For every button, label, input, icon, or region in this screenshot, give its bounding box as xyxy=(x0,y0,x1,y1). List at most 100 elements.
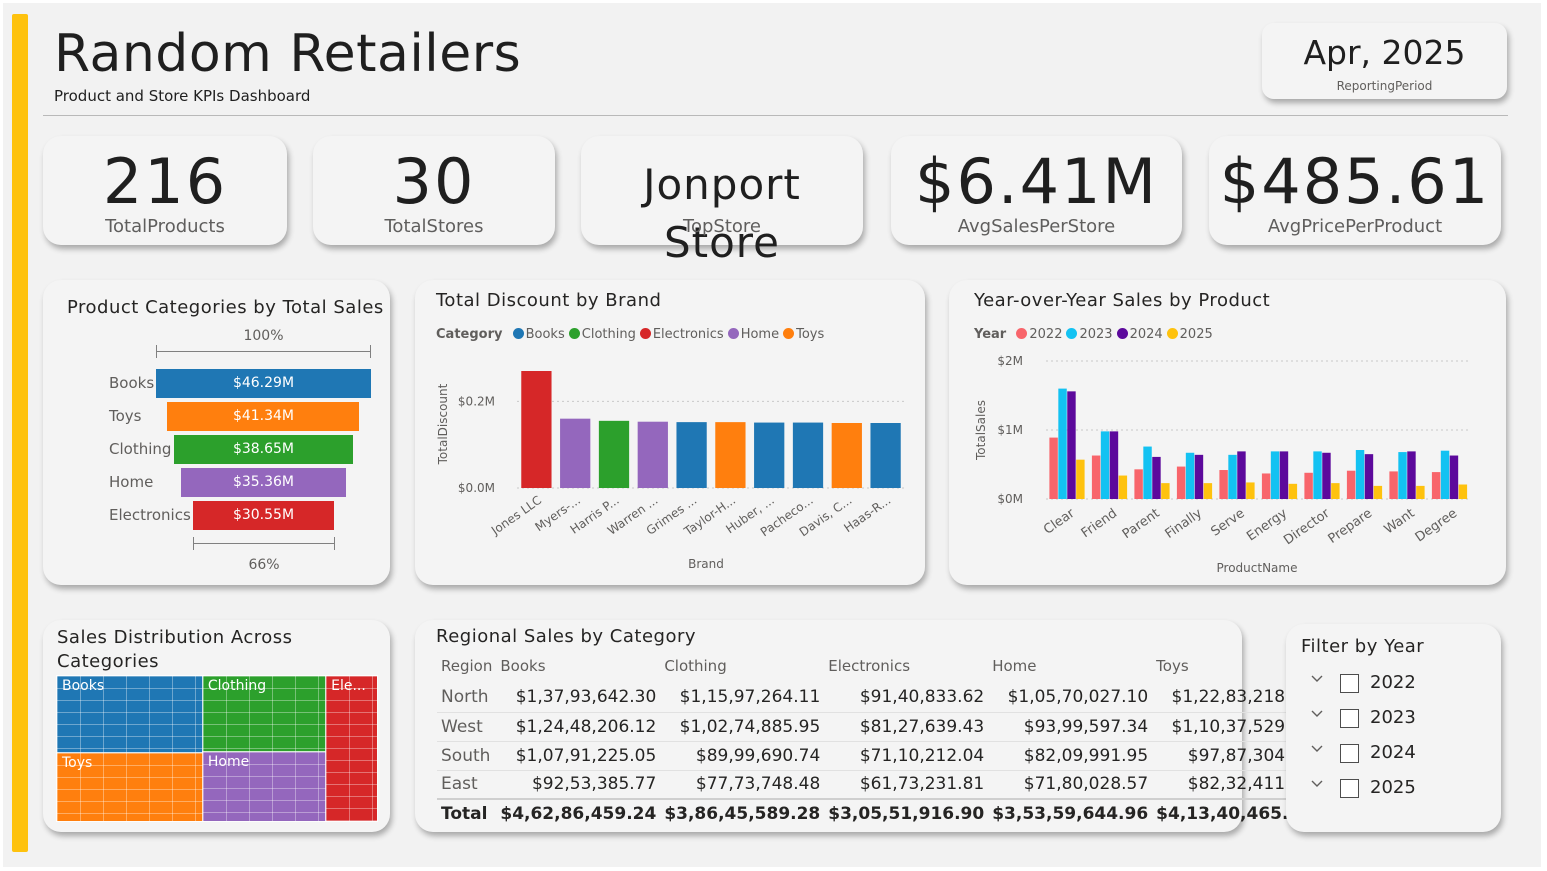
year-filter-option-2022[interactable]: 2022 xyxy=(1310,671,1480,701)
col-header-home[interactable]: Home xyxy=(992,657,1037,675)
bar-2025[interactable] xyxy=(1331,483,1340,499)
funnel-card[interactable]: Product Categories by Total Sales 100% B… xyxy=(43,280,390,585)
bar-2024[interactable] xyxy=(1109,431,1119,499)
chevron-down-icon[interactable] xyxy=(1310,708,1324,722)
year-filter-option-2024[interactable]: 2024 xyxy=(1310,741,1480,771)
bar-2022[interactable] xyxy=(1091,455,1101,499)
chevron-down-icon[interactable] xyxy=(1310,778,1324,792)
year-filter-option-2023[interactable]: 2023 xyxy=(1310,706,1480,736)
bar-2023[interactable] xyxy=(1143,446,1152,499)
kpi-card-top-store[interactable]: Jonport Store TopStore xyxy=(581,136,863,267)
year-checkbox[interactable] xyxy=(1340,709,1359,728)
table-row[interactable]: East $92,53,385.77 $77,73,748.48 $61,73,231… xyxy=(437,770,1317,800)
legend-item[interactable]: Electronics xyxy=(639,327,724,342)
treemap-cell-home[interactable]: Home xyxy=(201,750,328,822)
bar-2024[interactable] xyxy=(1067,391,1076,499)
treemap-cell-toys[interactable]: Toys xyxy=(56,751,204,822)
col-header-books[interactable]: Books xyxy=(500,657,546,675)
kpi-card-avg-sales-per-store[interactable]: $6.41M AvgSalesPerStore xyxy=(891,136,1182,245)
bar-electronics[interactable] xyxy=(521,371,552,488)
bar-2025[interactable] xyxy=(1288,483,1298,499)
legend-item[interactable]: Books xyxy=(512,327,565,342)
bar-2023[interactable] xyxy=(1228,454,1237,499)
bar-2022[interactable] xyxy=(1049,437,1058,499)
bar-books[interactable] xyxy=(676,422,707,488)
bar-2022[interactable] xyxy=(1219,470,1228,499)
discount-by-brand-card[interactable]: Total Discount by Brand Category Books Cl… xyxy=(415,280,925,585)
funnel-bar-home[interactable]: $35.36M xyxy=(181,468,346,497)
col-header-electronics[interactable]: Electronics xyxy=(828,657,911,675)
bar-home[interactable] xyxy=(637,421,668,488)
bar-2023[interactable] xyxy=(1058,388,1067,499)
bar-2023[interactable] xyxy=(1313,451,1322,499)
bar-books[interactable] xyxy=(792,422,824,488)
bar-2024[interactable] xyxy=(1237,451,1246,499)
bar-2022[interactable] xyxy=(1389,471,1398,499)
year-filter-option-2025[interactable]: 2025 xyxy=(1310,776,1480,806)
treemap-cell-clothing[interactable]: Clothing xyxy=(201,675,328,753)
regional-sales-card[interactable]: Regional Sales by Category Region Books … xyxy=(415,620,1317,832)
year-filter-card[interactable]: Filter by Year 2022 2023 2024 2025 xyxy=(1286,624,1501,832)
legend-item[interactable]: Clothing xyxy=(568,327,636,342)
bar-2022[interactable] xyxy=(1176,466,1186,499)
bar-2025[interactable] xyxy=(1458,484,1468,499)
bar-2025[interactable] xyxy=(1076,459,1085,499)
bar-2022[interactable] xyxy=(1431,472,1441,499)
bar-books[interactable] xyxy=(870,423,901,488)
kpi-card-total-products[interactable]: 216 TotalProducts xyxy=(43,136,287,245)
legend-item[interactable]: 2024 xyxy=(1116,327,1163,342)
bar-2024[interactable] xyxy=(1322,452,1331,499)
bar-2022[interactable] xyxy=(1346,470,1356,499)
bar-2025[interactable] xyxy=(1203,483,1213,499)
bar-toys[interactable] xyxy=(715,422,746,488)
bar-2025[interactable] xyxy=(1161,483,1170,499)
table-row[interactable]: South $1,07,91,225.05 $89,99,690.74 $71,10,… xyxy=(437,741,1317,771)
bar-home[interactable] xyxy=(560,418,591,488)
bar-toys[interactable] xyxy=(831,423,862,488)
bar-2025[interactable] xyxy=(1416,485,1425,499)
reporting-period-card[interactable]: Apr, 2025 ReportingPeriod xyxy=(1262,23,1507,99)
funnel-bar-clothing[interactable]: $38.65M xyxy=(173,435,354,464)
col-header-toys[interactable]: Toys xyxy=(1156,657,1189,675)
table-row[interactable]: West $1,24,48,206.12 $1,02,74,885.95 $81,27… xyxy=(437,712,1317,742)
kpi-card-total-stores[interactable]: 30 TotalStores xyxy=(313,136,555,245)
legend-item[interactable]: 2023 xyxy=(1066,327,1113,342)
year-checkbox[interactable] xyxy=(1340,779,1359,798)
funnel-bar-books[interactable]: $46.29M xyxy=(156,369,371,398)
chevron-down-icon[interactable] xyxy=(1310,743,1324,757)
yoy-sales-card[interactable]: Year-over-Year Sales by Product Year 202… xyxy=(949,280,1506,585)
bar-2023[interactable] xyxy=(1355,450,1365,499)
funnel-bar-electronics[interactable]: $30.55M xyxy=(192,501,335,530)
chevron-down-icon[interactable] xyxy=(1310,673,1324,687)
year-checkbox[interactable] xyxy=(1340,744,1359,763)
bar-2025[interactable] xyxy=(1373,485,1383,499)
bar-2023[interactable] xyxy=(1185,452,1195,499)
bar-2024[interactable] xyxy=(1364,454,1374,499)
col-header-clothing[interactable]: Clothing xyxy=(664,657,727,675)
funnel-bar-toys[interactable]: $41.34M xyxy=(167,402,360,431)
bar-clothing[interactable] xyxy=(598,420,630,488)
bar-2024[interactable] xyxy=(1152,456,1161,499)
bar-2025[interactable] xyxy=(1246,482,1255,499)
treemap-card[interactable]: Sales Distribution Across Categories Boo… xyxy=(43,620,390,832)
bar-2024[interactable] xyxy=(1449,455,1459,499)
bar-2023[interactable] xyxy=(1100,431,1110,499)
legend-item[interactable]: Toys xyxy=(783,327,824,342)
bar-2023[interactable] xyxy=(1270,451,1280,499)
legend-item[interactable]: 2022 xyxy=(1016,327,1062,342)
bar-2023[interactable] xyxy=(1398,452,1407,499)
treemap-cell-books[interactable]: Books xyxy=(56,675,204,754)
bar-books[interactable] xyxy=(754,422,785,488)
bar-2022[interactable] xyxy=(1261,473,1271,499)
bar-2024[interactable] xyxy=(1279,451,1289,499)
legend-item[interactable]: Home xyxy=(727,327,779,342)
bar-2025[interactable] xyxy=(1118,475,1128,499)
bar-2022[interactable] xyxy=(1134,469,1143,499)
legend-item[interactable]: 2025 xyxy=(1166,327,1213,342)
kpi-card-avg-price-per-product[interactable]: $485.61 AvgPricePerProduct xyxy=(1209,136,1501,245)
year-checkbox[interactable] xyxy=(1340,674,1359,693)
bar-2024[interactable] xyxy=(1407,451,1416,499)
bar-2023[interactable] xyxy=(1440,450,1450,499)
bar-2022[interactable] xyxy=(1304,472,1313,499)
treemap-cell-electronics[interactable]: Ele... xyxy=(325,675,378,822)
